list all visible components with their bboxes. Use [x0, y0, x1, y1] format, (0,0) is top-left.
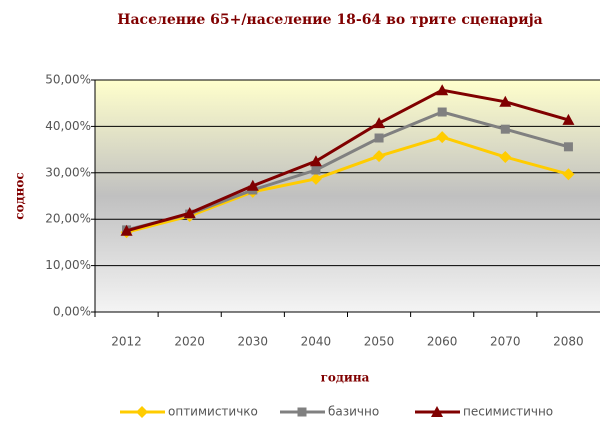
marker	[120, 224, 133, 236]
x-tick-label: 2050	[364, 335, 395, 349]
legend-label: песимистично	[463, 405, 553, 419]
x-tick-label: 2060	[427, 335, 458, 349]
marker	[311, 165, 321, 175]
marker	[309, 155, 322, 167]
y-tick-label: 20,00%	[45, 212, 91, 226]
legend-label: оптимистичко	[168, 405, 258, 419]
x-tick-label: 2080	[553, 335, 584, 349]
x-tick-label: 2040	[301, 335, 332, 349]
y-tick-label: 10,00%	[45, 258, 91, 272]
y-axis-title: соднос	[13, 172, 27, 219]
marker	[374, 133, 384, 143]
marker	[431, 406, 443, 417]
x-tick-label: 2070	[490, 335, 521, 349]
series-line	[126, 135, 569, 234]
marker	[183, 207, 196, 219]
marker	[436, 131, 449, 144]
marker	[562, 113, 575, 125]
chart-title: Население 65+/население 18-64 во трите с…	[117, 12, 542, 28]
plot-area	[95, 80, 600, 312]
x-tick-label: 2020	[174, 335, 205, 349]
marker	[297, 407, 307, 417]
y-tick-label: 50,00%	[45, 73, 91, 87]
marker	[437, 107, 447, 117]
x-axis-title: година	[321, 371, 370, 385]
series-line	[126, 88, 569, 233]
y-tick-label: 40,00%	[45, 119, 91, 133]
marker	[246, 179, 259, 191]
legend-label: базично	[328, 405, 379, 419]
marker	[136, 406, 148, 418]
marker	[373, 150, 386, 163]
marker	[373, 117, 386, 129]
marker	[500, 124, 510, 134]
y-tick-label: 0,00%	[53, 305, 91, 319]
x-tick-label: 2030	[238, 335, 269, 349]
x-tick-label: 2012	[111, 335, 142, 349]
marker	[563, 142, 573, 152]
y-tick-label: 30,00%	[45, 165, 91, 179]
marker	[309, 172, 322, 185]
marker	[499, 151, 512, 164]
marker	[499, 95, 512, 107]
marker	[562, 168, 575, 181]
marker	[436, 84, 449, 96]
